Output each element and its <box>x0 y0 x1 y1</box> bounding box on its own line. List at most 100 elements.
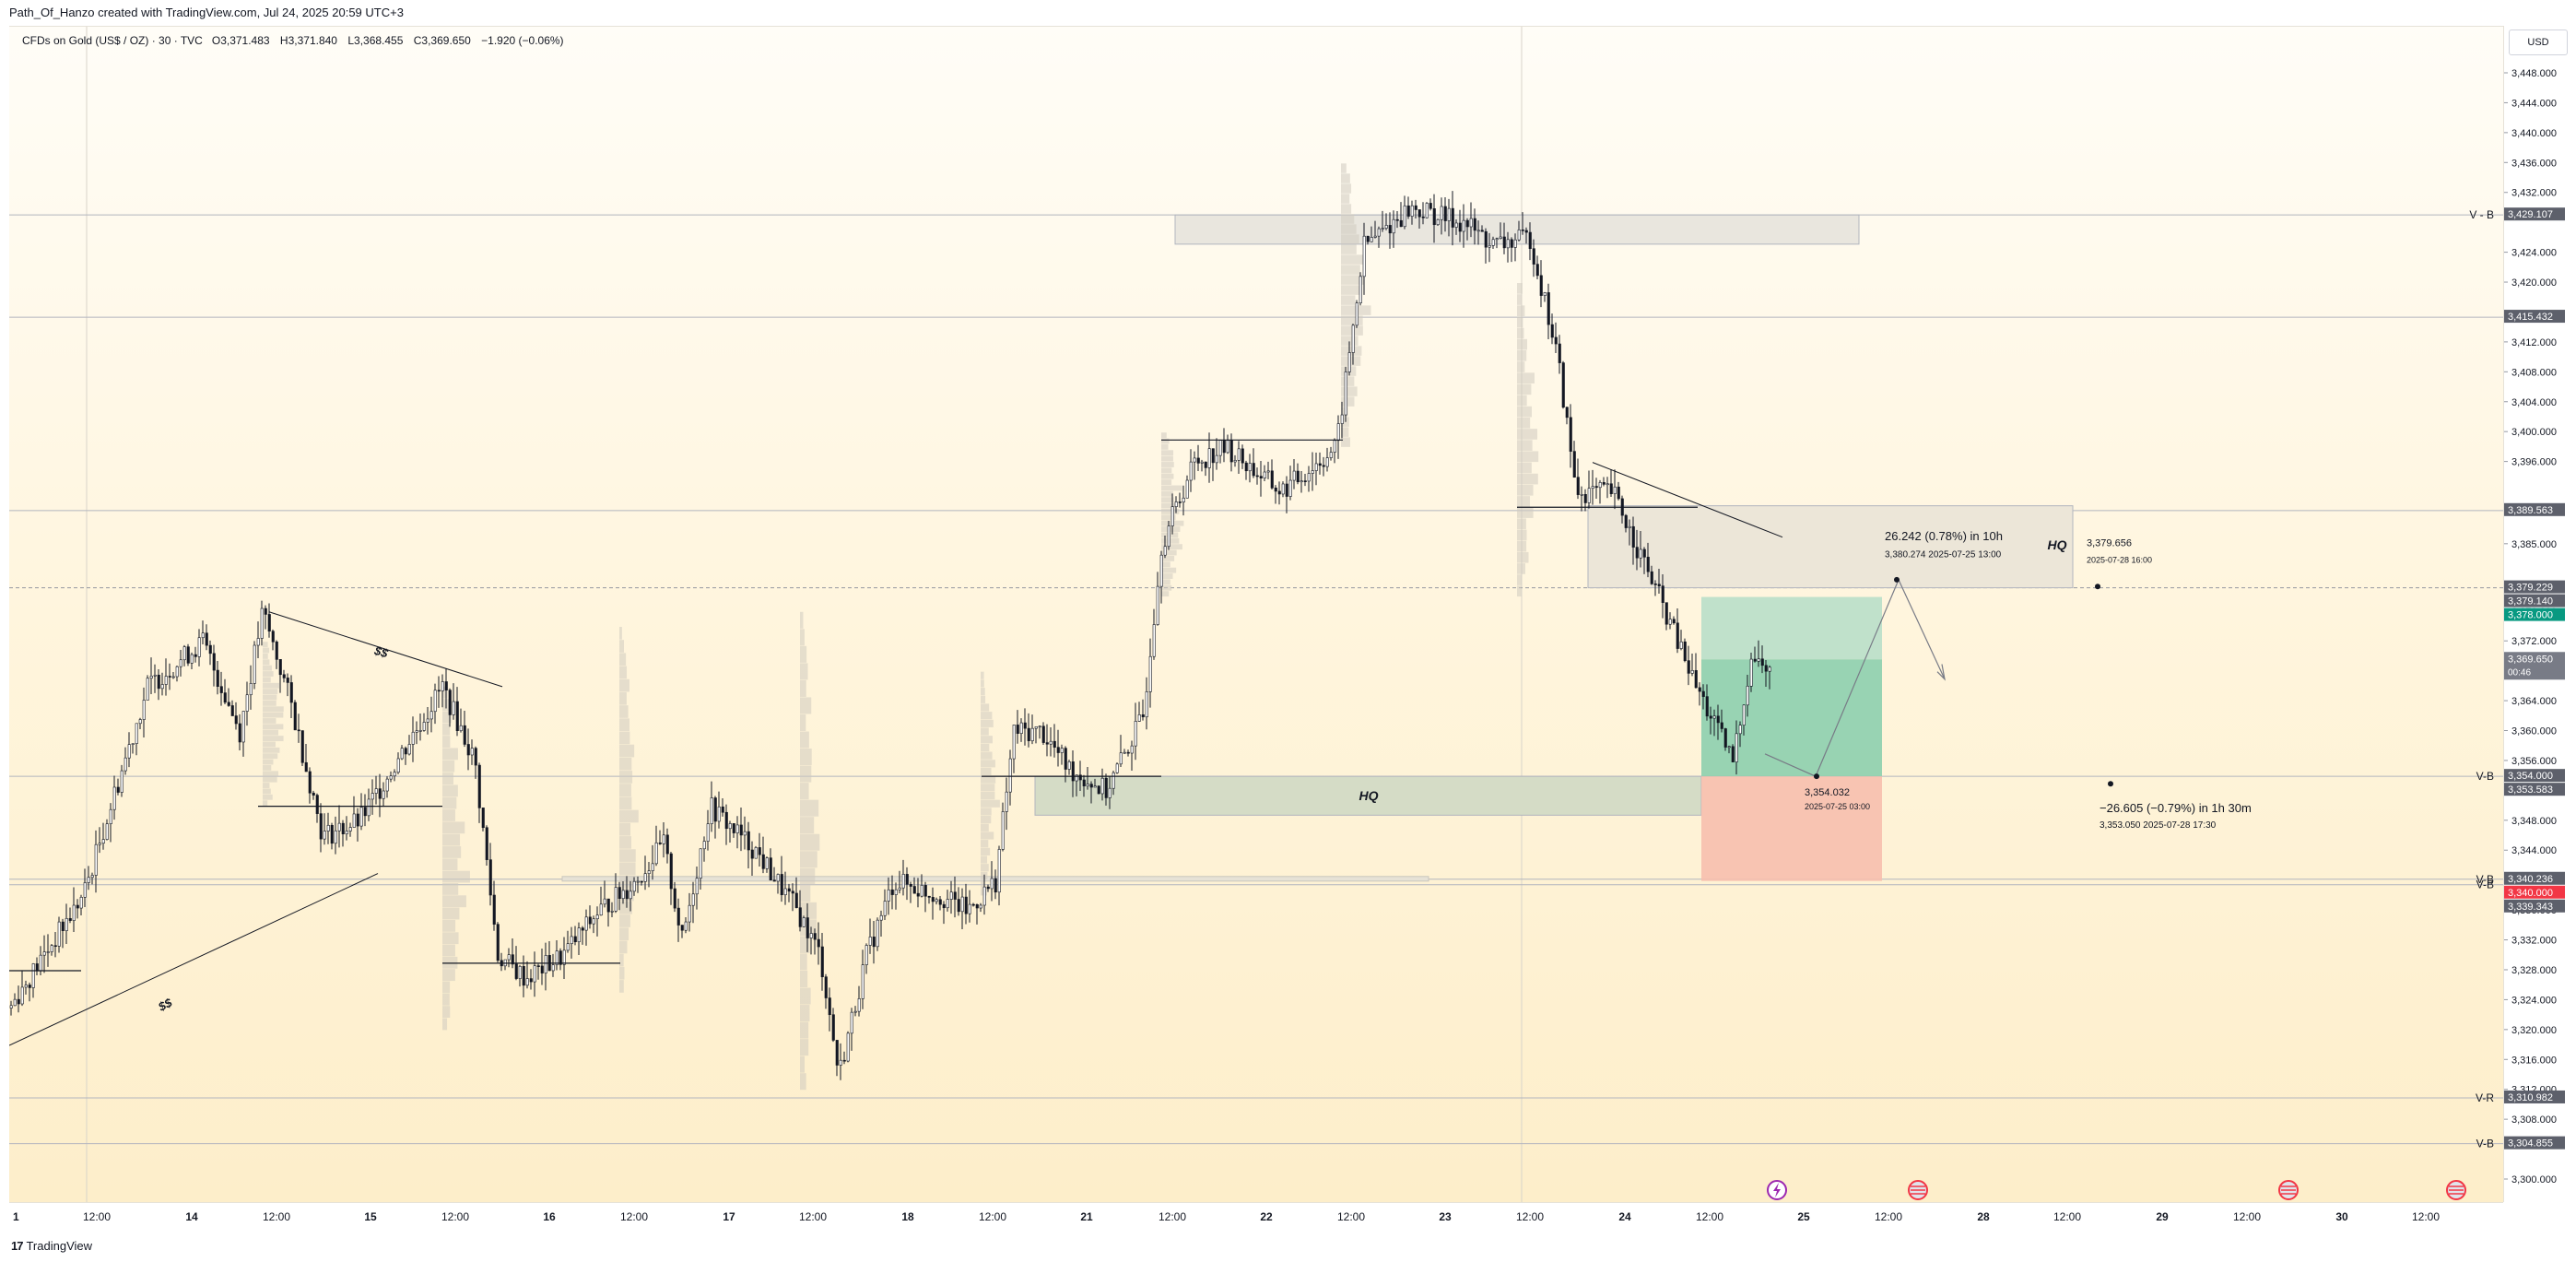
candle <box>466 744 470 756</box>
volume-profile-bar <box>981 816 992 824</box>
candle <box>732 823 735 833</box>
tradingview-brand[interactable]: 17 TradingView <box>11 1239 92 1253</box>
volume-profile-bar <box>263 659 270 666</box>
candle <box>230 705 234 716</box>
candle <box>1454 222 1458 228</box>
candle <box>699 848 702 879</box>
volume-profile-bar <box>800 817 815 834</box>
candle <box>1606 483 1609 486</box>
price-badge <box>2504 899 2565 913</box>
price-tick-label: 3,364.000 <box>2511 696 2557 707</box>
volume-profile-bar <box>263 783 270 788</box>
open-label: O <box>211 34 221 47</box>
volume-profile-bar <box>619 640 624 653</box>
candle <box>809 933 813 938</box>
symbol-name[interactable]: CFDs on Gold (US$ / OZ) · 30 · TVC <box>22 34 203 47</box>
price-tick-label: 3,316.000 <box>2511 1055 2557 1066</box>
candle <box>769 857 772 881</box>
volume-profile-bar <box>981 719 994 727</box>
volume-profile-bar <box>800 1056 806 1073</box>
volume-profile-bar <box>263 771 279 777</box>
time-axis-canvas[interactable]: 1 12:00 14 12:00 15 12:00 16 12:00 17 12:00 18 12:0… <box>9 1203 2503 1231</box>
candle <box>1215 454 1218 464</box>
candle <box>455 701 459 731</box>
price-tick-label: 3,385.000 <box>2511 539 2557 550</box>
candle <box>72 904 76 921</box>
volume-profile-bar <box>263 747 280 753</box>
candle <box>1167 525 1170 548</box>
volume-profile-bar <box>800 867 816 885</box>
volume-profile-bar <box>1517 327 1524 339</box>
projection-down-detail: 3,353.050 2025-07-28 17:30 <box>2100 820 2217 831</box>
price-scale-canvas[interactable]: 3,448.000 3,444.000 3,440.000 3,436.000 3,43… <box>2504 26 2576 1202</box>
price-tick-label: 3,444.000 <box>2511 98 2557 109</box>
volume-profile-bar <box>1517 372 1535 383</box>
candle <box>853 1010 857 1013</box>
time-label: 1 <box>13 1210 19 1223</box>
position-target-filled <box>1701 659 1882 777</box>
volume-profile-bar <box>1517 451 1539 463</box>
volume-profile-bar <box>442 932 459 945</box>
candle <box>584 916 588 931</box>
volume-profile-bar <box>1517 383 1532 395</box>
volume-profile-bar <box>442 821 465 834</box>
price-badge <box>2504 783 2565 796</box>
price-tick-label: 3,360.000 <box>2511 726 2557 737</box>
time-label: 28 <box>1977 1210 1990 1223</box>
candle <box>1451 207 1454 228</box>
candle <box>957 899 960 913</box>
volume-profile-bar <box>263 706 284 713</box>
price-tick-label: 3,404.000 <box>2511 397 2557 408</box>
price-scale[interactable]: 3,448.000 3,444.000 3,440.000 3,436.000 3,43… <box>2503 26 2576 1202</box>
volume-profile-bar <box>1161 526 1181 532</box>
candle <box>83 882 87 898</box>
trendline-lower <box>9 873 379 1046</box>
volume-profile-bar <box>263 759 274 765</box>
volume-profile-bar <box>1341 244 1357 254</box>
volume-profile-bar <box>442 895 466 908</box>
candle <box>931 897 935 902</box>
candle <box>1417 209 1421 218</box>
candle <box>953 891 957 900</box>
candle <box>1484 230 1488 248</box>
candle <box>1252 463 1255 477</box>
chart-pane[interactable]: V - B V-B V-B V-B V-R V-B HQ HQ $$ $$ 26.242 (0.78… <box>9 26 2503 1203</box>
candle <box>1609 483 1613 494</box>
candle <box>1524 230 1528 233</box>
candle <box>1701 690 1705 697</box>
volume-profile-bar <box>263 647 270 654</box>
volume-profile-bar <box>263 753 278 760</box>
candle <box>1226 440 1229 454</box>
volume-profile-bar <box>263 677 271 683</box>
price-badge-label: 3,389.563 <box>2508 505 2553 516</box>
candle <box>1668 619 1672 625</box>
candle <box>743 831 747 836</box>
candle <box>1148 655 1152 692</box>
volume-profile-bar <box>1341 275 1365 285</box>
time-label: 12:00 <box>1875 1210 1902 1223</box>
candle <box>772 879 776 882</box>
candle <box>625 890 629 900</box>
time-axis[interactable]: 1 12:00 14 12:00 15 12:00 16 12:00 17 12:00 18 12:0… <box>9 1202 2503 1231</box>
candle <box>179 659 182 667</box>
price-badge-label: 3,429.107 <box>2508 209 2553 220</box>
candle <box>359 807 363 827</box>
currency-button[interactable]: USD <box>2509 29 2568 55</box>
volume-profile-bar <box>619 862 636 876</box>
volume-profile-bar <box>800 1039 809 1056</box>
price-tick-label: 3,344.000 <box>2511 845 2557 856</box>
volume-profile-bar <box>1341 194 1350 204</box>
candle <box>1248 463 1252 472</box>
candle <box>286 678 289 683</box>
volume-profile-bar <box>1161 455 1173 462</box>
volume-profile-bar <box>981 703 990 712</box>
us-flag-icon <box>2278 1180 2299 1200</box>
candle <box>404 748 407 755</box>
candle <box>1572 451 1576 478</box>
volume-profile-bar <box>1341 386 1358 396</box>
volume-profile-bar <box>442 846 462 858</box>
candle <box>1664 602 1668 625</box>
candle <box>842 1059 846 1062</box>
projection-point <box>1814 773 1819 780</box>
